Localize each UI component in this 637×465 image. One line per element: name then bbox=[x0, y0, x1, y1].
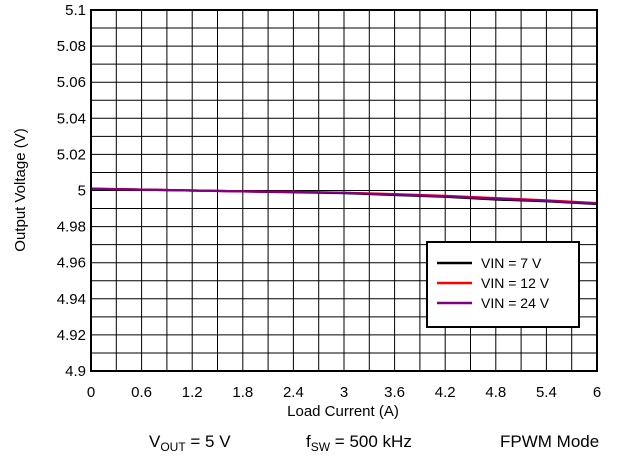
y-tick-label: 4.96 bbox=[57, 255, 86, 272]
mode-label: FPWM Mode bbox=[500, 432, 600, 451]
legend-label: VIN = 12 V bbox=[481, 275, 550, 291]
x-tick-label: 0 bbox=[87, 384, 95, 401]
y-axis-label: Output Voltage (V) bbox=[12, 128, 29, 251]
y-tick-label: 5.02 bbox=[57, 146, 86, 163]
x-tick-label: 3 bbox=[340, 384, 348, 401]
vout-value: = 5 V bbox=[185, 432, 231, 451]
x-tick-label: 1.8 bbox=[232, 384, 253, 401]
series-lines bbox=[90, 187, 598, 206]
fsw-prefix: f bbox=[306, 432, 311, 451]
y-tick-label: 5.1 bbox=[65, 2, 86, 19]
x-axis-label: Load Current (A) bbox=[287, 403, 399, 420]
x-tick-label: 5.4 bbox=[536, 384, 557, 401]
vout-subscript: OUT bbox=[160, 440, 186, 454]
y-tick-label: 4.94 bbox=[57, 291, 86, 308]
x-tick-label: 4.8 bbox=[485, 384, 506, 401]
mode-caption: FPWM Mode bbox=[500, 432, 599, 452]
legend-box bbox=[426, 241, 580, 328]
legend-label: VIN = 24 V bbox=[481, 295, 550, 311]
vout-prefix: V bbox=[149, 432, 161, 451]
x-tick-label: 4.2 bbox=[435, 384, 456, 401]
x-tick-label: 0.6 bbox=[131, 384, 152, 401]
fsw-caption: fSW = 500 kHz bbox=[306, 432, 412, 454]
legend: VIN = 7 V VIN = 12 V VIN = 24 V bbox=[426, 241, 580, 328]
x-tick-label: 6 bbox=[593, 384, 601, 401]
y-tick-label: 5 bbox=[78, 183, 86, 200]
x-axis-ticks: 0 0.6 1.2 1.8 2.4 3 3.6 4.2 4.8 5.4 6 bbox=[87, 384, 601, 401]
fsw-value: = 500 kHz bbox=[330, 432, 412, 451]
legend-label: VIN = 7 V bbox=[481, 255, 542, 271]
x-tick-label: 1.2 bbox=[182, 384, 203, 401]
vout-caption: VOUT = 5 V bbox=[149, 432, 231, 454]
y-tick-label: 4.98 bbox=[57, 219, 86, 236]
y-tick-label: 5.04 bbox=[57, 110, 86, 127]
y-tick-label: 5.06 bbox=[57, 74, 86, 91]
x-tick-label: 3.6 bbox=[384, 384, 405, 401]
series-line-3 bbox=[90, 187, 598, 205]
y-tick-label: 4.9 bbox=[65, 363, 86, 380]
x-tick-label: 2.4 bbox=[283, 384, 304, 401]
y-tick-label: 5.08 bbox=[57, 38, 86, 55]
y-axis-ticks: 4.9 4.92 4.94 4.96 4.98 5 5.02 5.04 5.06 5.08 5.1 bbox=[57, 2, 86, 380]
fsw-subscript: SW bbox=[310, 440, 331, 454]
y-tick-label: 4.92 bbox=[57, 327, 86, 344]
plot-frame bbox=[90, 9, 598, 372]
